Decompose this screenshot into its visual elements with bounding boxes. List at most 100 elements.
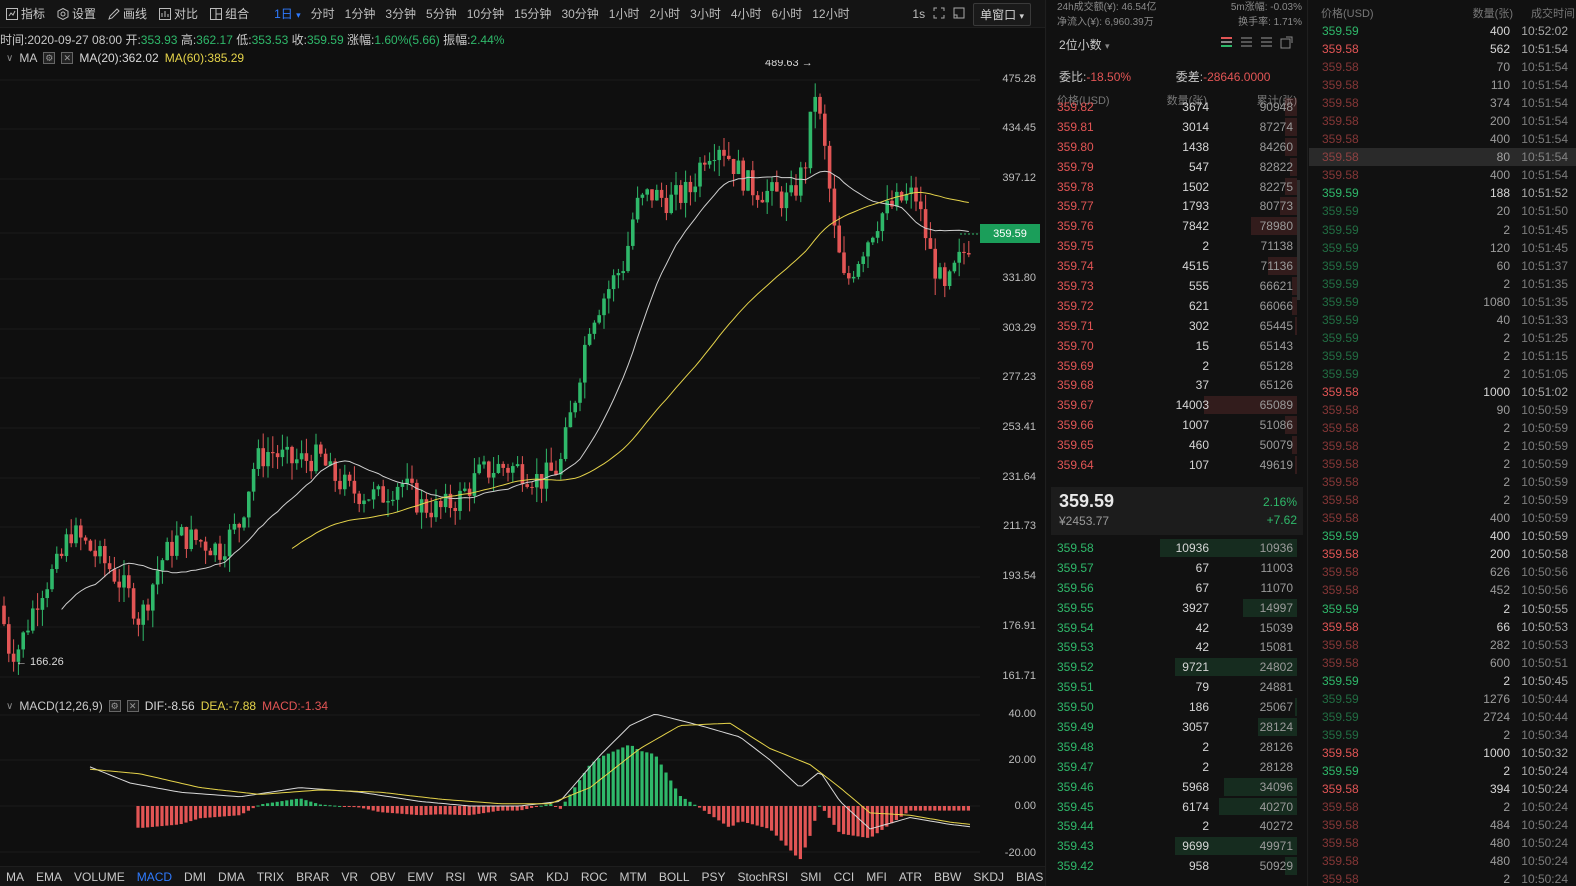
ask-row[interactable]: 359.70 15 65143 xyxy=(1053,336,1297,356)
asks-view-icon[interactable] xyxy=(1240,36,1253,49)
window-mode-select[interactable]: 单窗口 ▾ xyxy=(973,2,1031,26)
indicator-tab[interactable]: PSY xyxy=(701,869,726,884)
interval-option[interactable]: 4小时 xyxy=(730,7,762,21)
bid-row[interactable]: 359.58 10936 10936 xyxy=(1053,538,1297,558)
interval-option[interactable]: 12小时 xyxy=(812,7,850,21)
indicator-tab[interactable]: EMV xyxy=(407,869,434,884)
bid-row[interactable]: 359.51 79 24881 xyxy=(1053,677,1297,697)
ask-row[interactable]: 359.82 3674 90948 xyxy=(1053,97,1297,117)
macd-settings-icon[interactable]: ⚙ xyxy=(108,700,121,712)
collapse-icon[interactable]: ∨ xyxy=(6,52,14,64)
indicator-tab[interactable]: ROC xyxy=(580,869,608,884)
bid-row[interactable]: 359.56 67 11070 xyxy=(1053,578,1297,598)
bid-row[interactable]: 359.46 5968 34096 xyxy=(1053,777,1297,797)
draw-button[interactable]: 画线 xyxy=(102,0,153,28)
panel-divider[interactable] xyxy=(1045,0,1046,886)
indicator-tab[interactable]: OBV xyxy=(370,869,396,884)
ask-row[interactable]: 359.72 621 66066 xyxy=(1053,296,1297,316)
interval-option[interactable]: 3分钟 xyxy=(385,7,417,21)
indicator-tab[interactable]: BBW xyxy=(934,869,962,884)
fullscreen-icon[interactable] xyxy=(933,7,945,22)
interval-option[interactable]: 15分钟 xyxy=(514,7,552,21)
ask-row[interactable]: 359.68 37 65126 xyxy=(1053,375,1297,395)
interval-option[interactable]: 30分钟 xyxy=(561,7,599,21)
candlestick-chart[interactable]: 489.63 → ← 166.26 xyxy=(0,60,980,695)
macd-close-icon[interactable]: ✕ xyxy=(126,700,139,712)
ask-row[interactable]: 359.80 1438 84260 xyxy=(1053,137,1297,157)
compare-button[interactable]: 对比 xyxy=(153,0,204,28)
bids-view-icon[interactable] xyxy=(1260,36,1273,49)
ask-row[interactable]: 359.66 1007 51086 xyxy=(1053,415,1297,435)
orderbook-scrollbar[interactable] xyxy=(1297,180,1300,300)
indicator-tab[interactable]: SMI xyxy=(800,869,822,884)
bid-row[interactable]: 359.57 67 11003 xyxy=(1053,558,1297,578)
ma-close-icon[interactable]: ✕ xyxy=(61,52,74,64)
indicator-tab[interactable]: SAR xyxy=(509,869,535,884)
indicator-tab[interactable]: WR xyxy=(477,869,498,884)
bid-row[interactable]: 359.48 2 28126 xyxy=(1053,737,1297,757)
bid-row[interactable]: 359.42 958 50929 xyxy=(1053,856,1297,876)
bid-row[interactable]: 359.45 6174 40270 xyxy=(1053,797,1297,817)
indicator-tab[interactable]: DMI xyxy=(184,869,207,884)
bid-row[interactable]: 359.44 2 40272 xyxy=(1053,816,1297,836)
interval-option[interactable]: 5分钟 xyxy=(426,7,457,21)
ask-row[interactable]: 359.77 1793 80773 xyxy=(1053,196,1297,216)
bid-row[interactable]: 359.52 9721 24802 xyxy=(1053,657,1297,677)
interval-option[interactable]: 6小时 xyxy=(771,7,803,21)
indicator-tab[interactable]: ATR xyxy=(898,869,923,884)
ask-row[interactable]: 359.69 2 65128 xyxy=(1053,356,1297,376)
indicator-tab[interactable]: CCI xyxy=(833,869,855,884)
interval-option[interactable]: 3小时 xyxy=(690,7,721,21)
settings-button[interactable]: 设置 xyxy=(51,0,102,28)
interval-option[interactable]: 分时 xyxy=(310,7,335,21)
bid-row[interactable]: 359.43 9699 49971 xyxy=(1053,836,1297,856)
bid-row[interactable]: 359.54 42 15039 xyxy=(1053,618,1297,638)
ask-row[interactable]: 359.67 14003 65089 xyxy=(1053,395,1297,415)
period-select[interactable]: 1日 ▾ xyxy=(269,5,306,22)
interval-option[interactable]: 1分钟 xyxy=(344,7,376,21)
popout-icon[interactable] xyxy=(1280,36,1293,49)
indicator-tab[interactable]: MFI xyxy=(866,869,887,884)
ask-row[interactable]: 359.73 555 66621 xyxy=(1053,276,1297,296)
indicator-tab[interactable]: TRIX xyxy=(256,869,285,884)
ask-row[interactable]: 359.71 302 65445 xyxy=(1053,316,1297,336)
precision-select[interactable]: 2位小数 ▾ xyxy=(1059,36,1110,53)
ask-row[interactable]: 359.76 7842 78980 xyxy=(1053,216,1297,236)
combine-button[interactable]: 组合 xyxy=(204,0,255,28)
collapse-icon[interactable]: ∨ xyxy=(6,700,14,712)
indicator-tab[interactable]: VR xyxy=(341,869,359,884)
indicator-tab[interactable]: MTM xyxy=(619,869,647,884)
panel-divider[interactable] xyxy=(1307,0,1308,886)
both-sides-view-icon[interactable] xyxy=(1220,36,1233,49)
bid-row[interactable]: 359.53 42 15081 xyxy=(1053,637,1297,657)
indicator-button[interactable]: 指标 xyxy=(0,0,51,28)
ma-settings-icon[interactable]: ⚙ xyxy=(43,52,56,64)
indicator-tab[interactable]: StochRSI xyxy=(737,869,789,884)
ask-row[interactable]: 359.74 4515 71136 xyxy=(1053,256,1297,276)
indicator-tab[interactable]: EMA xyxy=(36,869,63,884)
indicator-tab[interactable]: BRAR xyxy=(296,869,330,884)
indicator-tab[interactable]: VOLUME xyxy=(74,869,125,884)
bid-row[interactable]: 359.50 186 25067 xyxy=(1053,697,1297,717)
screenshot-icon[interactable] xyxy=(953,7,965,22)
interval-option[interactable]: 1小时 xyxy=(608,7,640,21)
bid-row[interactable]: 359.47 2 28128 xyxy=(1053,757,1297,777)
macd-chart[interactable] xyxy=(0,712,980,864)
indicator-tab[interactable]: RSI xyxy=(445,869,466,884)
ask-row[interactable]: 359.79 547 82822 xyxy=(1053,157,1297,177)
indicator-tab[interactable]: MACD xyxy=(136,869,173,884)
indicator-tab[interactable]: SKDJ xyxy=(973,869,1005,884)
indicator-tab[interactable]: KDJ xyxy=(546,869,569,884)
interval-option[interactable]: 10分钟 xyxy=(466,7,505,21)
ask-row[interactable]: 359.81 3014 87274 xyxy=(1053,117,1297,137)
ask-row[interactable]: 359.65 460 50079 xyxy=(1053,435,1297,455)
bid-row[interactable]: 359.55 3927 14997 xyxy=(1053,598,1297,618)
indicator-tab[interactable]: BIAS xyxy=(1016,869,1044,884)
refresh-rate[interactable]: 1s xyxy=(912,7,926,21)
indicator-tab[interactable]: DMA xyxy=(218,869,245,884)
indicator-tab[interactable]: BOLL xyxy=(658,869,690,884)
ask-row[interactable]: 359.78 1502 82275 xyxy=(1053,177,1297,197)
bid-row[interactable]: 359.49 3057 28124 xyxy=(1053,717,1297,737)
ask-row[interactable]: 359.75 2 71138 xyxy=(1053,236,1297,256)
interval-option[interactable]: 2小时 xyxy=(649,7,681,21)
